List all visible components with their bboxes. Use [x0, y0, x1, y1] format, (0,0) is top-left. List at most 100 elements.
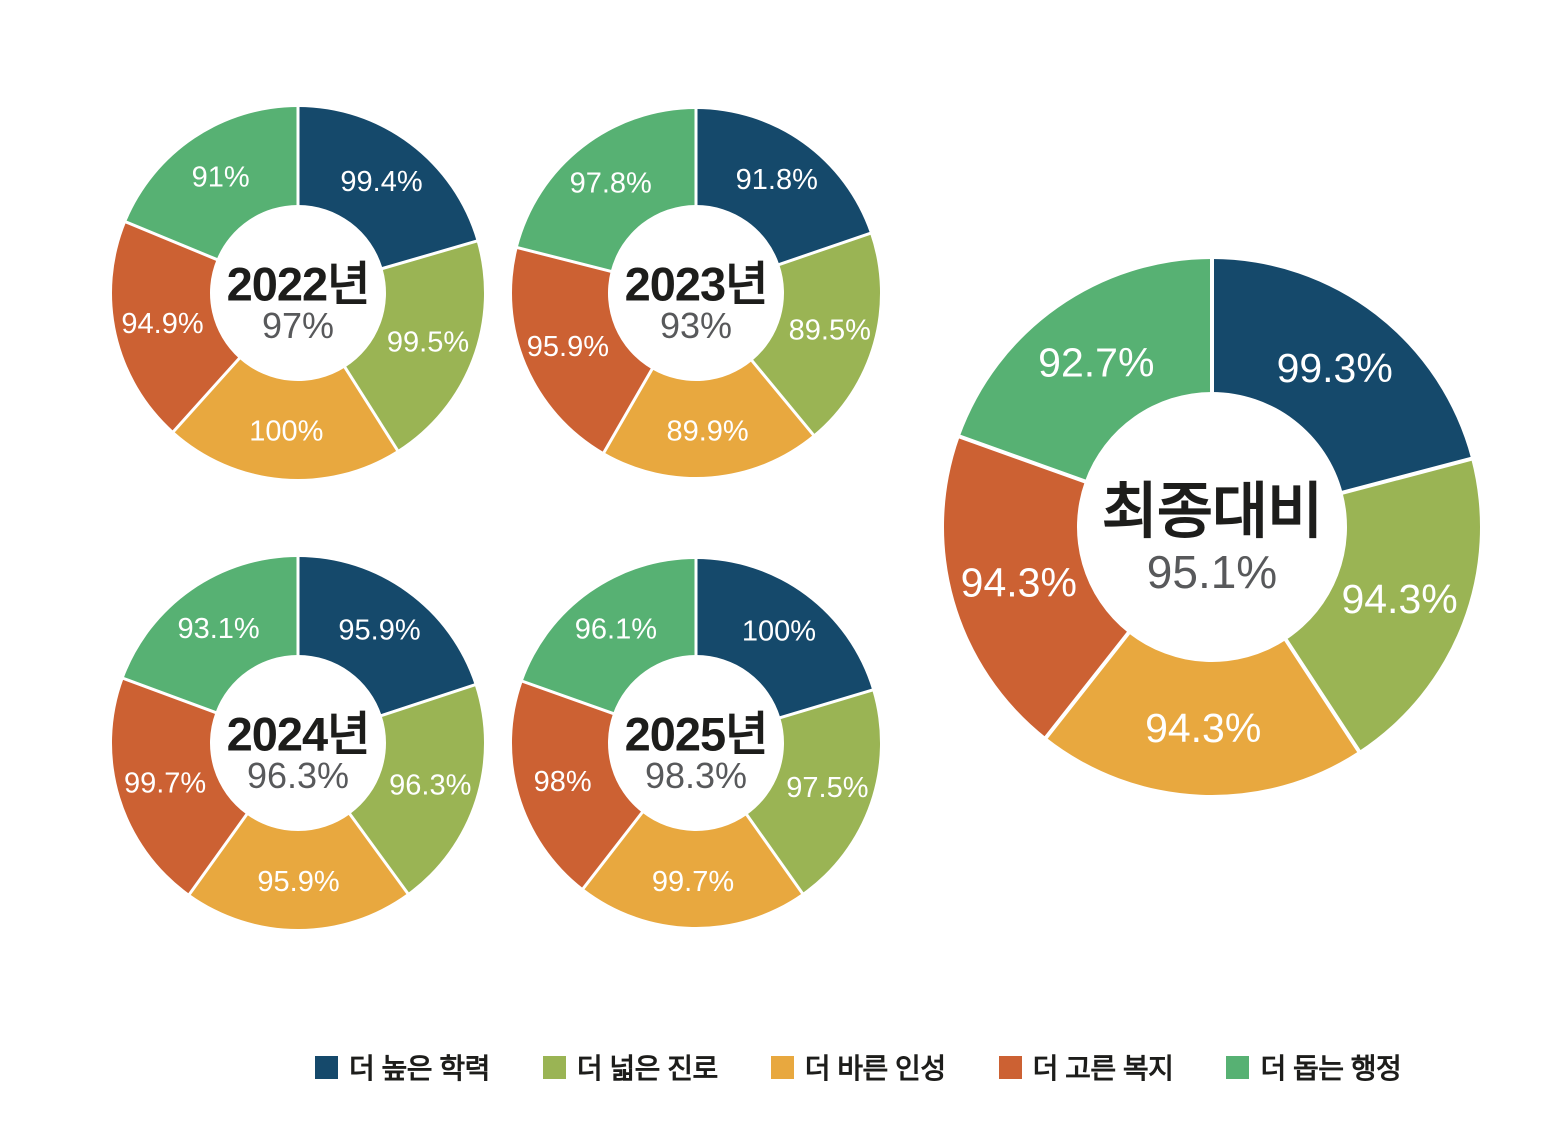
slice-separator — [745, 813, 805, 895]
slice-value-label: 99.7% — [652, 866, 734, 898]
slice-2025년-1 — [746, 690, 881, 894]
legend-label: 더 넓은 진로 — [576, 1053, 718, 1084]
slice-2023년-0 — [696, 109, 871, 265]
slice-2024년-4 — [123, 557, 298, 713]
slice-value-label: 96.1% — [575, 613, 657, 645]
slice-separator — [777, 231, 872, 267]
slice-2022년-2 — [173, 358, 398, 479]
slice-value-label: 89.5% — [789, 315, 871, 347]
slice-value-label: 94.3% — [1341, 576, 1457, 622]
slice-value-label: 94.3% — [961, 559, 1077, 605]
slice-separator — [124, 220, 219, 262]
legend-item-wider-career: 더 넓은 진로 — [542, 1047, 718, 1087]
donut-chart-2023: 91.8% 89.5% 89.9% 95.9% 97.8% 2023년 93% — [496, 93, 896, 493]
slice-value-label: 100% — [249, 416, 323, 448]
slice-separator — [581, 810, 644, 891]
donut-center-value: 97% — [262, 305, 334, 346]
donut-chart-2025: 100% 97.5% 99.7% 98% 96.1% 2025년 98.3% — [496, 543, 896, 943]
slice-2022년-0 — [298, 107, 477, 269]
slice-2023년-2 — [603, 360, 814, 478]
legend-label: 더 바른 인성 — [804, 1053, 946, 1084]
slice-2023년-3 — [512, 247, 652, 453]
slice-value-label: 97.8% — [570, 167, 652, 199]
slice-2022년-3 — [112, 222, 240, 432]
slice-separator — [750, 359, 816, 437]
slice-2023년-1 — [752, 233, 881, 435]
slice-separator — [778, 688, 874, 720]
slice-value-label: 99.5% — [387, 326, 469, 358]
legend-swatch-amber-icon — [770, 1055, 794, 1079]
legend-swatch-olive-icon — [542, 1055, 566, 1079]
legend-item-right-character: 더 바른 인성 — [770, 1047, 946, 1087]
legend-item-higher-education: 더 높은 학력 — [315, 1047, 490, 1087]
slice-separator — [1043, 631, 1131, 740]
legend: 더 높은 학력 더 넓은 진로 더 바른 인성 더 고른 복지 더 돕는 행정 — [315, 1047, 1402, 1087]
slice-value-label: 95.9% — [257, 866, 339, 898]
slice-value-label: 99.7% — [124, 768, 206, 800]
legend-swatch-orange-icon — [998, 1055, 1022, 1079]
slice-separator — [602, 367, 654, 454]
slice-separator — [380, 683, 477, 718]
legend-item-helping-admin: 더 돕는 행정 — [1226, 1047, 1402, 1087]
legend-label: 더 돕는 행정 — [1260, 1053, 1402, 1084]
donut-center-title: 최종대비 — [1102, 477, 1322, 545]
slice-2024년-2 — [189, 814, 408, 929]
slice-separator — [1341, 456, 1473, 495]
slice-2025년-2 — [583, 812, 803, 927]
slice-separator — [171, 356, 241, 434]
donut-center-title: 2023년 — [625, 258, 768, 311]
slice-value-label: 91% — [192, 162, 250, 194]
legend-label: 더 고른 복지 — [1032, 1053, 1174, 1084]
donut-center-value: 95.1% — [1147, 546, 1277, 598]
slice-2025년-4 — [522, 559, 696, 714]
legend-item-even-welfare: 더 고른 복지 — [998, 1047, 1174, 1087]
slice-separator — [516, 245, 613, 274]
slice-separator — [958, 434, 1087, 484]
slice-separator — [521, 679, 615, 716]
slice-value-label: 92.7% — [1038, 340, 1154, 386]
slice-value-label: 96.3% — [389, 770, 471, 802]
slice-최종대비-1 — [1286, 458, 1481, 752]
slice-value-label: 95.9% — [527, 331, 609, 363]
slice-value-label: 100% — [742, 616, 816, 648]
slice-2025년-0 — [696, 559, 873, 718]
slice-value-label: 99.4% — [340, 166, 422, 198]
slice-value-label: 97.5% — [786, 772, 868, 804]
slice-value-label: 91.8% — [736, 164, 818, 196]
slice-separator — [122, 676, 217, 715]
slice-separator — [343, 365, 400, 452]
legend-swatch-green-icon — [1226, 1055, 1250, 1079]
slice-최종대비-4 — [959, 259, 1212, 482]
slice-2023년-4 — [517, 109, 696, 272]
slice-separator — [1283, 637, 1362, 754]
slice-value-label: 98% — [534, 766, 592, 798]
donut-center-value: 93% — [660, 305, 732, 346]
donut-center-value: 98.3% — [645, 755, 747, 796]
slice-separator — [381, 239, 479, 271]
slice-2024년-1 — [349, 684, 485, 894]
legend-swatch-blue-icon — [315, 1055, 338, 1079]
donut-center-value: 96.3% — [247, 755, 349, 796]
donut-center-title: 2022년 — [227, 258, 370, 311]
donut-center-title: 2024년 — [227, 708, 370, 761]
slice-2022년-1 — [345, 241, 485, 451]
slice-value-label: 89.9% — [666, 416, 748, 448]
slice-2022년-4 — [126, 107, 298, 260]
slice-최종대비-2 — [1046, 633, 1359, 795]
donut-chart-2024: 95.9% 96.3% 95.9% 99.7% 93.1% 2024년 96.3% — [98, 543, 498, 943]
slice-최종대비-3 — [944, 436, 1129, 738]
slice-value-label: 94.3% — [1145, 705, 1261, 751]
slice-separator — [348, 812, 410, 895]
slice-2025년-3 — [511, 681, 643, 889]
slice-최종대비-0 — [1212, 259, 1472, 493]
slice-value-label: 93.1% — [177, 613, 259, 645]
slice-2024년-3 — [112, 678, 247, 895]
slice-value-label: 99.3% — [1277, 345, 1393, 391]
slice-separator — [187, 812, 249, 896]
